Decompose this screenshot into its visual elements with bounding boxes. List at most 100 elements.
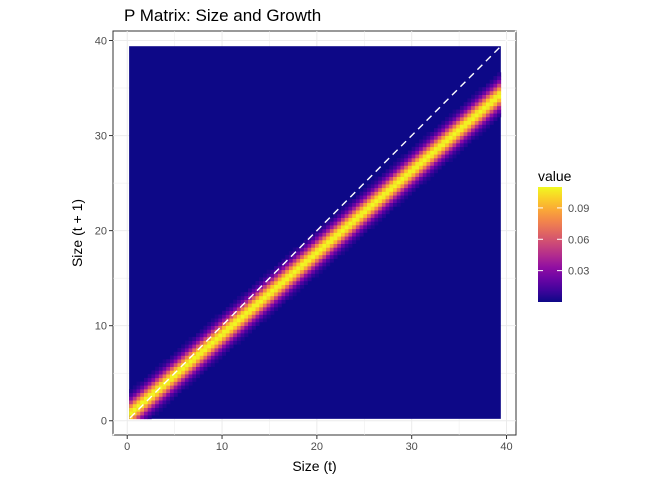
heatmap-cell	[322, 243, 327, 248]
heatmap-cell	[184, 355, 189, 360]
heatmap-cell	[240, 333, 245, 338]
heatmap-cell	[430, 161, 435, 166]
heatmap-cell	[329, 254, 334, 259]
heatmap-cell	[385, 206, 390, 211]
heatmap-cell	[452, 154, 457, 159]
heatmap-cell	[181, 381, 186, 386]
heatmap-cell	[292, 258, 297, 263]
heatmap-cell	[203, 362, 208, 367]
heatmap-cell	[229, 333, 234, 338]
heatmap-cell	[363, 221, 368, 226]
heatmap-cell	[155, 400, 160, 405]
heatmap-cell	[240, 310, 245, 315]
heatmap-cell	[132, 385, 137, 390]
heatmap-cell	[474, 109, 479, 114]
heatmap-cell	[218, 329, 223, 334]
heatmap-cell	[322, 251, 327, 256]
heatmap-cell	[132, 415, 137, 420]
heatmap-cell	[396, 187, 401, 192]
heatmap-cell	[222, 314, 227, 319]
heatmap-cell	[210, 336, 215, 341]
heatmap-cell	[203, 333, 208, 338]
heatmap-cell	[240, 336, 245, 341]
heatmap-cell	[467, 98, 472, 103]
heatmap-cell	[326, 236, 331, 241]
heatmap-cell	[314, 243, 319, 248]
heatmap-cell	[292, 262, 297, 267]
heatmap-cell	[173, 366, 178, 371]
heatmap-cell	[214, 333, 219, 338]
heatmap-cell	[411, 169, 416, 174]
heatmap-cell	[199, 351, 204, 356]
heatmap-cell	[385, 184, 390, 189]
heatmap-cell	[147, 415, 152, 420]
heatmap-cell	[407, 176, 412, 181]
heatmap-cell	[422, 161, 427, 166]
heatmap-cell	[140, 415, 145, 420]
heatmap-cell	[419, 161, 424, 166]
heatmap-cell	[240, 318, 245, 323]
heatmap-cell	[333, 254, 338, 259]
heatmap-cell	[329, 232, 334, 237]
legend-title: value	[538, 168, 572, 184]
heatmap-cell	[240, 321, 245, 326]
heatmap-cell	[218, 325, 223, 330]
heatmap-cell	[281, 292, 286, 297]
heatmap-cell	[129, 392, 134, 397]
heatmap-cell	[452, 109, 457, 114]
heatmap-cell	[262, 288, 267, 293]
y-tick-label: 30	[95, 131, 107, 143]
heatmap-cell	[493, 76, 498, 81]
heatmap-cell	[348, 239, 353, 245]
heatmap-cell	[459, 117, 464, 122]
heatmap-cell	[489, 87, 494, 92]
heatmap-cell	[456, 124, 461, 129]
heatmap-cell	[393, 198, 398, 204]
heatmap-cell	[210, 355, 215, 360]
heatmap-cell	[326, 239, 331, 245]
heatmap-cell	[445, 124, 450, 129]
heatmap-cell	[374, 191, 379, 196]
heatmap-cell	[478, 120, 483, 125]
heatmap-cell	[285, 288, 290, 293]
heatmap-cell	[244, 303, 249, 308]
heatmap-cell	[322, 266, 327, 271]
heatmap-cell	[497, 76, 502, 81]
heatmap-cell	[337, 239, 342, 245]
heatmap-cell	[143, 407, 149, 412]
heatmap-cell	[393, 195, 398, 200]
heatmap-cell	[426, 165, 431, 170]
heatmap-cell	[393, 187, 398, 192]
heatmap-cell	[196, 374, 201, 379]
heatmap-cell	[396, 161, 401, 166]
heatmap-cell	[292, 288, 297, 293]
heatmap-cell	[370, 221, 375, 226]
heatmap-cell	[318, 251, 323, 256]
heatmap-cell	[367, 184, 372, 189]
heatmap-cell	[222, 310, 227, 315]
heatmap-cell	[318, 247, 323, 252]
heatmap-cell	[277, 284, 282, 289]
heatmap-cell	[270, 280, 275, 285]
y-tick-label: 0	[101, 416, 107, 428]
heatmap-cell	[188, 340, 193, 345]
heatmap-cell	[285, 273, 290, 278]
heatmap-cell	[452, 143, 457, 148]
heatmap-cell	[393, 176, 398, 181]
heatmap-cell	[370, 225, 375, 230]
heatmap-cell	[244, 329, 249, 334]
heatmap-cell	[422, 157, 427, 163]
heatmap-cell	[233, 299, 238, 304]
heatmap-cell	[270, 284, 275, 289]
heatmap-cell	[430, 150, 435, 155]
heatmap-cell	[300, 258, 305, 263]
heatmap-cell	[188, 374, 193, 379]
heatmap-cell	[207, 333, 212, 338]
heatmap-cell	[348, 213, 353, 218]
heatmap-cell	[170, 392, 175, 397]
heatmap-cell	[415, 150, 420, 155]
heatmap-cell	[262, 277, 267, 282]
heatmap-cell	[426, 139, 431, 144]
heatmap-cell	[266, 269, 271, 274]
heatmap-cell	[251, 325, 256, 330]
